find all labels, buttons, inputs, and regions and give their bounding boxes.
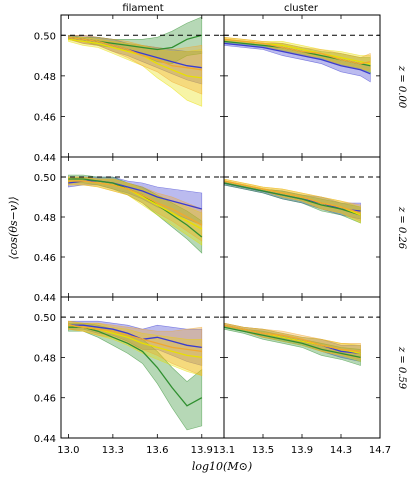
y-tick-labels: 0.44 0.46 0.48 0.50 0.44 0.46 0.48 0.50 0.44 0.46… bbox=[34, 31, 56, 445]
y-tick-label: 0.46 bbox=[34, 112, 56, 123]
x-tick-label: 13.9 bbox=[191, 445, 213, 456]
y-tick-label: 0.48 bbox=[34, 213, 56, 224]
series-line-orange bbox=[223, 180, 361, 214]
panel-frame bbox=[223, 14, 381, 158]
panels-group bbox=[60, 14, 381, 439]
panel-cluster-row2 bbox=[223, 296, 381, 439]
row-label-z000: z = 0.00 bbox=[396, 65, 407, 109]
row-label-z026: z = 0.26 bbox=[396, 206, 407, 250]
y-tick-label: 0.44 bbox=[34, 293, 56, 304]
y-tick-label: 0.46 bbox=[34, 394, 56, 405]
series-line-orange bbox=[68, 324, 202, 353]
panel-filament-row1 bbox=[60, 156, 225, 298]
column-title-cluster: cluster bbox=[284, 3, 319, 14]
series-line-blue bbox=[223, 42, 371, 75]
x-tick-label: 13.9 bbox=[291, 445, 313, 456]
y-tick-label: 0.48 bbox=[34, 72, 56, 83]
series-line-orange bbox=[223, 38, 371, 65]
band-orange bbox=[68, 176, 203, 242]
series-line-orange bbox=[223, 324, 361, 353]
panel-filament-row0 bbox=[60, 14, 225, 158]
x-tick-label: 13.6 bbox=[146, 445, 168, 456]
series-line-blue bbox=[68, 180, 202, 210]
y-tick-label: 0.44 bbox=[34, 153, 56, 164]
x-tick-label: 13.5 bbox=[252, 445, 274, 456]
panel-cluster-row1 bbox=[223, 156, 381, 298]
x-axis-label: log10(M⊙) bbox=[192, 460, 252, 473]
row-label-z059: z = 0.59 bbox=[396, 346, 407, 390]
panel-frame bbox=[223, 156, 381, 298]
series-line-orange bbox=[68, 36, 202, 71]
series-line-yellow bbox=[68, 38, 202, 79]
x-tick-label: 13.0 bbox=[57, 445, 79, 456]
y-tick-label: 0.50 bbox=[34, 313, 56, 324]
x-tick-label: 13.1 bbox=[213, 445, 235, 456]
x-tick-label: 14.7 bbox=[369, 445, 391, 456]
series-line-blue bbox=[68, 324, 202, 349]
y-tick-label: 0.48 bbox=[34, 353, 56, 364]
y-axis-label: ⟨cos(θs−v)⟩ bbox=[7, 196, 20, 259]
column-title-filament: filament bbox=[122, 3, 163, 14]
panel-cluster-row0 bbox=[223, 14, 381, 158]
y-tick-label: 0.50 bbox=[34, 173, 56, 184]
y-tick-label: 0.46 bbox=[34, 253, 56, 264]
series-line-green bbox=[68, 326, 203, 407]
x-tick-label: 14.3 bbox=[330, 445, 352, 456]
band-orange bbox=[68, 34, 203, 95]
series-line-green bbox=[223, 182, 361, 216]
x-tick-label: 13.3 bbox=[102, 445, 124, 456]
band-orange bbox=[68, 320, 203, 377]
panel-filament-row2 bbox=[60, 296, 225, 439]
y-tick-label: 0.50 bbox=[34, 31, 56, 42]
panel-frame bbox=[223, 296, 381, 439]
series-line-orange bbox=[68, 180, 203, 226]
series-line-green bbox=[223, 326, 361, 359]
band-green bbox=[223, 324, 361, 366]
y-tick-label: 0.44 bbox=[34, 434, 56, 445]
band-yellow bbox=[68, 36, 203, 107]
x-tick-labels: 13.0 13.3 13.6 13.9 13.1 13.5 13.9 14.3 14.7 bbox=[57, 445, 391, 456]
